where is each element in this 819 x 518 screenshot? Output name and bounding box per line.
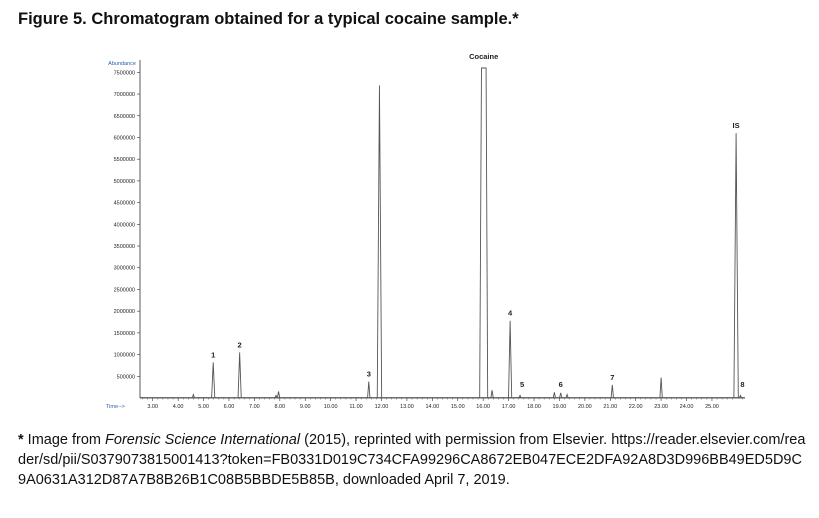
- y-tick-label: 4500000: [114, 201, 135, 207]
- x-tick-label: 17.00: [502, 404, 516, 410]
- peak-label: 2: [238, 340, 242, 349]
- y-tick-label: 500000: [117, 374, 135, 380]
- chromatogram-peak: [552, 392, 556, 399]
- y-tick-label: 2000000: [114, 309, 135, 315]
- chromatogram-peak: [479, 67, 489, 399]
- chromatogram-peak: [367, 381, 371, 399]
- x-tick-label: 22.00: [629, 404, 643, 410]
- x-tick-label: 3.00: [147, 404, 158, 410]
- chromatogram-peak: [610, 384, 614, 399]
- y-tick-label: 5500000: [114, 157, 135, 163]
- y-axis: Abundance 500000 1000000 1500000 2000000 2500…: [108, 60, 141, 398]
- y-tick-label: 6500000: [114, 114, 135, 120]
- peak-labels: 1 2 3 Cocaine 4 5 6 7 IS 8: [211, 52, 744, 389]
- x-axis-title: Time-->: [106, 404, 125, 410]
- chromatogram-peak: [565, 393, 569, 399]
- chromatogram-trace: [140, 67, 745, 399]
- chromatogram-peak: [659, 377, 663, 399]
- x-tick-label: 25.00: [705, 404, 719, 410]
- y-tick-label: 7500000: [114, 70, 135, 76]
- x-tick-label: 20.00: [578, 404, 592, 410]
- x-tick-label: 24.00: [680, 404, 694, 410]
- peak-label: 4: [508, 309, 513, 318]
- figure-caption: * Image from Forensic Science Internatio…: [18, 430, 808, 490]
- x-tick-label: 16.00: [476, 404, 490, 410]
- peak-label: IS: [733, 121, 740, 130]
- x-tick-label: 19.00: [553, 404, 567, 410]
- x-tick-label: 13.00: [400, 404, 414, 410]
- y-tick-label: 4000000: [114, 222, 135, 228]
- caption-journal: Forensic Science International: [105, 432, 301, 448]
- x-tick-label: 15.00: [451, 404, 465, 410]
- peak-label: 3: [367, 370, 371, 379]
- x-tick-label: 9.00: [300, 404, 311, 410]
- x-tick-label: 11.00: [349, 404, 362, 410]
- x-tick-label: 18.00: [527, 404, 541, 410]
- caption-star: *: [18, 432, 24, 448]
- x-tick-label: 5.00: [198, 404, 209, 410]
- peak-label: 6: [559, 380, 563, 389]
- caption-rest: (2015), reprinted with permission from E…: [300, 432, 612, 448]
- peak-label: 5: [520, 380, 524, 389]
- chromatogram-peak: [733, 133, 739, 399]
- x-tick-label: 8.00: [274, 404, 285, 410]
- chromatogram-peak: [276, 391, 281, 399]
- chromatogram-peak: [508, 320, 513, 399]
- x-tick-label: 10.00: [324, 404, 338, 410]
- x-tick-label: 6.00: [224, 404, 235, 410]
- caption-prefix: Image from: [23, 432, 106, 448]
- y-tick-label: 2500000: [114, 287, 135, 293]
- chromatogram-peak: [191, 393, 196, 399]
- chromatogram-chart: Abundance5000001000000150000020000002500…: [106, 52, 745, 410]
- caption-suffix: downloaded April 7, 2019.: [338, 472, 510, 488]
- figure-title: Figure 5. Chromatogram obtained for a ty…: [18, 10, 519, 28]
- chromatogram-peak: [559, 392, 563, 399]
- x-tick-label: 12.00: [375, 404, 389, 410]
- y-tick-label: 6000000: [114, 135, 135, 141]
- x-tick-label: 4.00: [173, 404, 184, 410]
- x-tick-label: 21.00: [603, 404, 617, 410]
- x-tick-label: 23.00: [654, 404, 668, 410]
- chromatogram-peak: [376, 85, 383, 399]
- peak-label: 8: [740, 380, 744, 389]
- x-tick-label: 7.00: [249, 404, 260, 410]
- y-tick-label: 7000000: [114, 92, 135, 98]
- chromatogram-peak: [211, 362, 216, 399]
- y-axis-title: Abundance: [108, 61, 136, 67]
- y-tick-label: 5000000: [114, 179, 135, 185]
- peak-label: 1: [211, 350, 215, 359]
- peak-label: Cocaine: [469, 52, 498, 61]
- caption-url: https://reader.elsevier.com/reader/sd/pi…: [18, 432, 806, 488]
- peak-label: 7: [610, 373, 614, 382]
- chromatogram-peak: [738, 394, 743, 399]
- y-tick-label: 3000000: [114, 266, 135, 272]
- x-tick-label: 14.00: [425, 404, 439, 410]
- y-tick-label: 1000000: [114, 353, 135, 359]
- y-tick-label: 1500000: [114, 331, 135, 337]
- chromatogram-peak: [490, 390, 494, 399]
- chromatogram-peak: [518, 394, 522, 399]
- x-axis: 3.00 4.00 5.00 6.00 7.00 8.00 9.00 10.00 11.00 12…: [106, 397, 745, 410]
- chromatogram-peak: [237, 352, 242, 399]
- y-tick-label: 3500000: [114, 244, 135, 250]
- chromatogram-peak: [274, 394, 278, 399]
